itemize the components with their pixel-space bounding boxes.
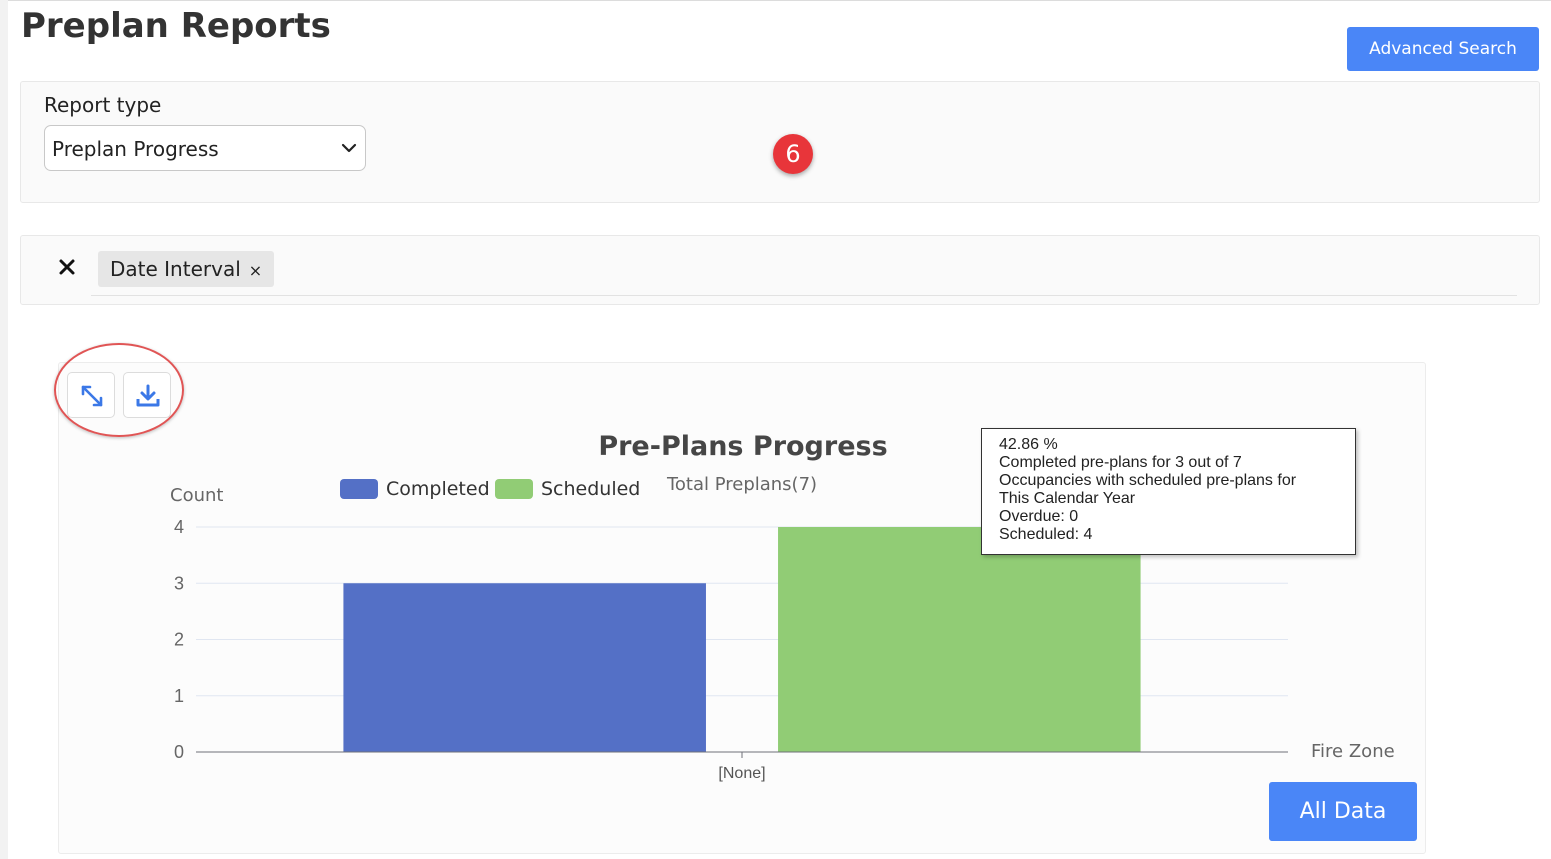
y-tick-label: 4 xyxy=(174,517,184,537)
chart-subtitle: Total Preplans(7) xyxy=(666,474,817,495)
tooltip-line-scheduled: Scheduled: 4 xyxy=(999,526,1093,543)
legend-swatch-scheduled[interactable] xyxy=(495,479,533,499)
y-tick-label: 3 xyxy=(174,573,184,593)
y-tick-label: 2 xyxy=(174,630,184,650)
filter-chip-label: Date Interval xyxy=(110,257,241,281)
report-type-select[interactable]: Preplan Progress xyxy=(44,125,366,171)
filter-bar: Date Interval × xyxy=(20,235,1540,305)
advanced-search-button[interactable]: Advanced Search xyxy=(1347,27,1539,71)
bar-scheduled[interactable] xyxy=(778,527,1141,752)
tool-buttons-highlight-ring xyxy=(54,343,184,437)
report-type-value: Preplan Progress xyxy=(52,137,219,161)
bar-completed[interactable] xyxy=(343,583,706,752)
x-category-label: [None] xyxy=(718,765,765,782)
y-tick-label: 1 xyxy=(174,686,184,706)
chevron-down-icon xyxy=(341,140,357,160)
legend-label-scheduled[interactable]: Scheduled xyxy=(541,478,640,500)
clear-filters-icon[interactable] xyxy=(58,258,76,280)
left-scroll-gutter xyxy=(0,0,8,859)
tooltip-line-percent: 42.86 % xyxy=(999,436,1058,453)
report-type-label: Report type xyxy=(44,93,162,117)
top-border xyxy=(0,0,1551,1)
page-title: Preplan Reports xyxy=(21,6,331,46)
filter-chip-date-interval[interactable]: Date Interval × xyxy=(98,251,275,287)
remove-chip-icon[interactable]: × xyxy=(248,261,263,280)
legend-label-completed[interactable]: Completed xyxy=(386,478,490,500)
x-axis-label: Fire Zone xyxy=(1311,741,1395,762)
all-data-button[interactable]: All Data xyxy=(1269,782,1417,841)
filter-input-underline xyxy=(91,295,1517,296)
tooltip-line-overdue: Overdue: 0 xyxy=(999,508,1079,525)
tooltip-line-occupancies: Occupancies with scheduled pre-plans for xyxy=(999,472,1297,489)
chart-tooltip: 42.86 % Completed pre-plans for 3 out of… xyxy=(981,428,1356,555)
y-tick-label: 0 xyxy=(174,742,184,762)
tooltip-line-completed: Completed pre-plans for 3 out of 7 xyxy=(999,454,1242,471)
tooltip-line-period: This Calendar Year xyxy=(999,490,1136,507)
chart-title: Pre-Plans Progress xyxy=(598,431,887,462)
step-number-badge: 6 xyxy=(773,134,813,174)
legend-swatch-completed[interactable] xyxy=(340,479,378,499)
y-axis-label: Count xyxy=(170,485,223,506)
